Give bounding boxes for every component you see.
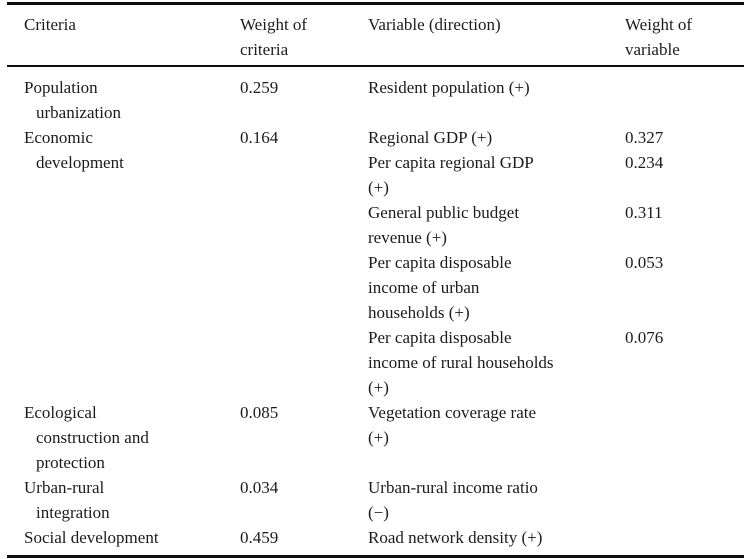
variable-weight-cell	[625, 66, 744, 125]
variable-cell: Regional GDP (+)	[368, 128, 493, 147]
variable-cell: Per capita disposable income of urban ho…	[368, 253, 512, 322]
variable-weight-cell: 0.327	[625, 128, 664, 147]
criteria-cell: Social development	[24, 528, 159, 547]
header-variable-direction: Variable (direction)	[368, 3, 625, 67]
table-row: Per capita regional GDP (+) 0.234	[7, 150, 744, 200]
table-row: Per capita disposable income of urban ho…	[7, 250, 744, 325]
variable-cell: Road network density (+)	[368, 528, 543, 547]
table-row: Ecological construction and protection 0…	[7, 400, 744, 475]
criteria-cell: Ecological construction and protection	[24, 403, 149, 472]
table-row: Per capita disposable income of rural ho…	[7, 325, 744, 400]
header-weight-of-criteria: Weight of criteria	[240, 3, 368, 67]
criteria-weights-table: Criteria Weight of criteria Variable (di…	[7, 2, 744, 558]
criteria-weight-cell: 0.034	[240, 478, 279, 497]
variable-weight-cell: 0.234	[625, 153, 664, 172]
table-row: Social development 0.459 Road network de…	[7, 525, 744, 557]
variable-cell: Urban-rural income ratio (−)	[368, 478, 538, 522]
variable-cell: Per capita disposable income of rural ho…	[368, 328, 554, 397]
criteria-cell: Economic development	[24, 128, 124, 172]
header-weight-of-variable: Weight of variable	[625, 3, 744, 67]
variable-cell: General public budget revenue (+)	[368, 203, 520, 247]
criteria-weight-cell: 0.459	[240, 528, 279, 547]
variable-weight-cell: 0.311	[625, 203, 663, 222]
header-row: Criteria Weight of criteria Variable (di…	[7, 3, 744, 67]
criteria-weight-cell: 0.164	[240, 128, 279, 147]
criteria-weight-cell: 0.259	[240, 78, 279, 97]
variable-weight-cell: 0.053	[625, 253, 664, 272]
table-row: Population urbanization 0.259 Resident p…	[7, 66, 744, 125]
table-row: Urban-rural integration 0.034 Urban-rura…	[7, 475, 744, 525]
variable-weight-cell: 0.076	[625, 328, 664, 347]
table-row: Economic development 0.164 Regional GDP …	[7, 125, 744, 172]
variable-cell: Resident population (+)	[368, 78, 530, 97]
criteria-cell: Urban-rural integration	[24, 478, 110, 522]
header-criteria: Criteria	[7, 3, 240, 67]
variable-cell: Vegetation coverage rate (+)	[368, 403, 537, 447]
variable-cell: Per capita regional GDP (+)	[368, 153, 534, 197]
variable-weight-cell	[625, 400, 744, 475]
criteria-weight-cell: 0.085	[240, 403, 279, 422]
variable-weight-cell	[625, 475, 744, 525]
criteria-cell: Population urbanization	[24, 78, 121, 122]
variable-weight-cell	[625, 525, 744, 557]
table-row: General public budget revenue (+) 0.311	[7, 200, 744, 250]
